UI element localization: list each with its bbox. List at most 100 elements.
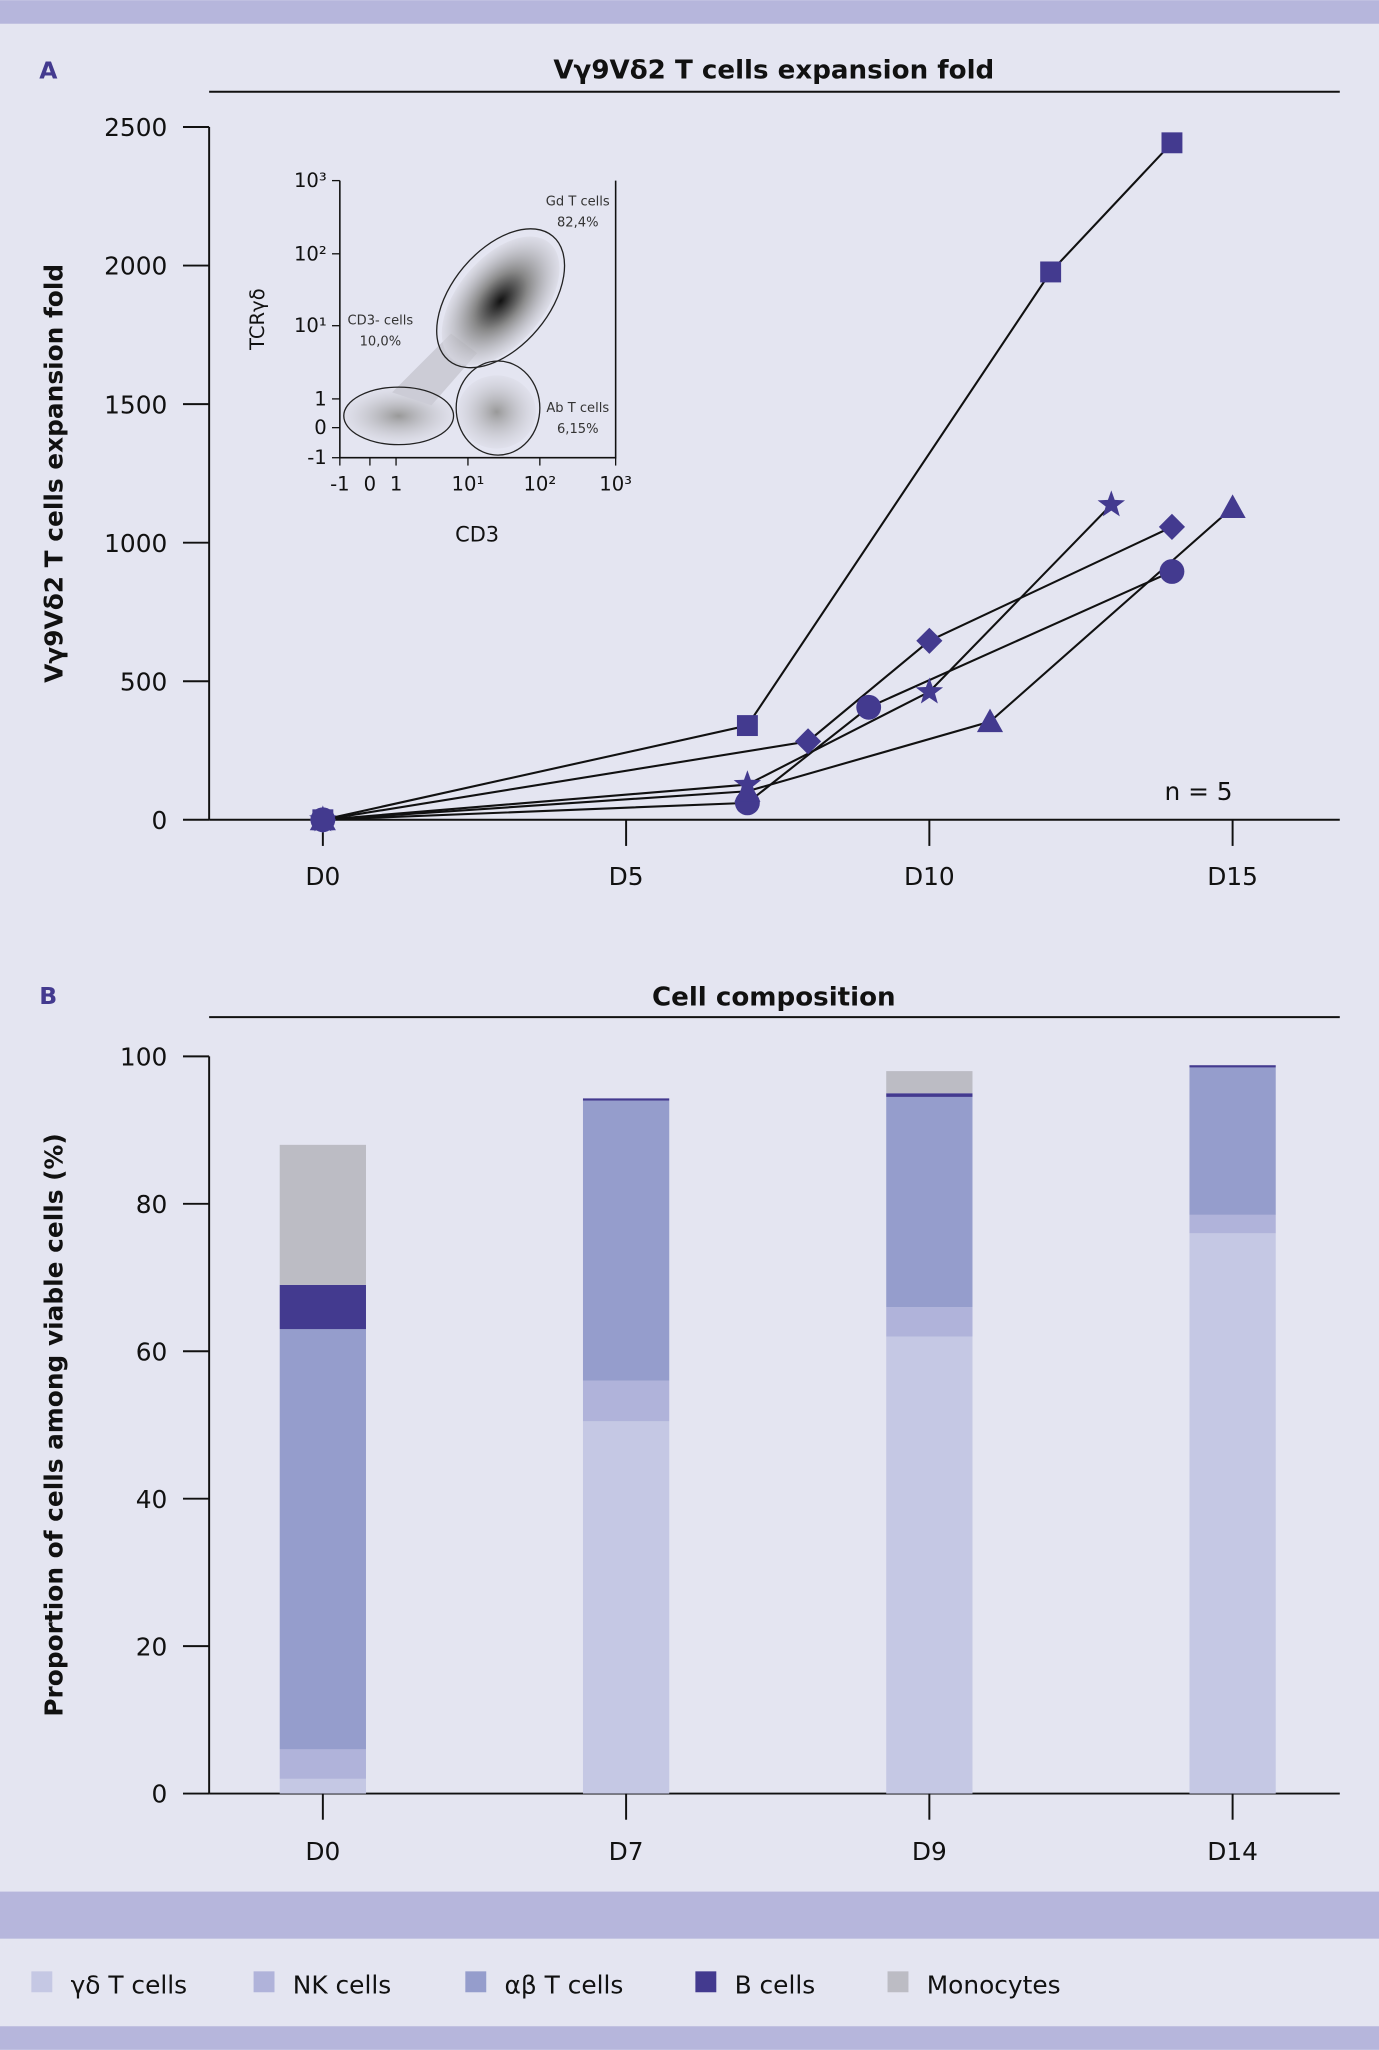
y-tick-label: 40	[136, 1485, 168, 1514]
bar-segment-nk	[279, 1749, 366, 1779]
data-point-star	[1097, 490, 1126, 517]
legend-label: γδ T cells	[71, 1971, 188, 2000]
legend-item: NK cells	[253, 1971, 391, 2000]
legend-label: Monocytes	[927, 1971, 1061, 2000]
inset-gate-gd-name: Gd T cells	[546, 194, 610, 209]
y-tick-label: 80	[136, 1190, 168, 1219]
gate-cd3-neg	[343, 386, 455, 446]
y-tick-label: 1000	[104, 529, 167, 558]
inset-x-tick-label: 1	[390, 472, 402, 495]
inset-x-tick-label: 10³	[599, 472, 632, 495]
panel-a-plot: 0 500 1000 1500 2000 2500 D0 D5 D10 D15 n = 5	[104, 113, 1340, 891]
panel-b-plot: 0 20 40 60 80 100 D0 D7 D9 D14	[120, 1043, 1340, 1866]
inset-x-tick-label: 10²	[523, 472, 556, 495]
x-tick-label: D0	[305, 862, 340, 891]
bar-segment-monocytes	[886, 1071, 973, 1094]
bar-segment-gd_t	[279, 1778, 366, 1794]
bar-segment-ab_t	[886, 1096, 973, 1308]
legend-label: B cells	[735, 1971, 816, 2000]
bar-segment-nk	[582, 1380, 670, 1422]
series-line-diamond	[322, 525, 1173, 821]
bottom-band	[0, 2026, 1379, 2050]
y-tick-label: 60	[136, 1337, 168, 1366]
y-tick-label: 500	[120, 667, 167, 696]
y-tick-label: 20	[136, 1632, 168, 1661]
legend-item: Monocytes	[887, 1971, 1061, 2000]
bar-segment-nk	[1189, 1214, 1276, 1234]
bar-segment-ab_t	[582, 1100, 670, 1381]
bar-segment-ab_t	[1189, 1067, 1276, 1215]
legend-label: NK cells	[293, 1971, 391, 2000]
panel-b-label: B	[39, 982, 57, 1010]
data-point-diamond	[794, 728, 822, 755]
panel-b-title: Cell composition	[652, 982, 896, 1012]
data-point-square	[736, 715, 758, 737]
data-point-circle	[1159, 559, 1185, 584]
x-tick-label: D7	[609, 1837, 644, 1866]
inset-y-tick-label: 0	[314, 416, 326, 439]
gate-gd-t	[436, 228, 566, 369]
x-tick-label: D0	[305, 1837, 340, 1866]
inset-y-tick-label: 10²	[294, 242, 327, 265]
y-tick-label: 1500	[104, 390, 167, 419]
inset-y-tick-label: 10¹	[294, 314, 327, 337]
legend-item: αβ T cells	[465, 1971, 623, 2000]
x-tick-label: D9	[912, 1837, 947, 1866]
inset-y-tick-label: 10³	[294, 169, 327, 192]
inset-x-tick-label: 10¹	[452, 472, 485, 495]
inset-axes	[339, 180, 617, 459]
data-point-star	[915, 677, 944, 704]
inset-ylabel: TCRγδ	[246, 288, 269, 351]
bar-segment-nk	[886, 1307, 973, 1337]
inset-gate-cd3-name: CD3- cells	[348, 313, 414, 328]
legend-top-band	[0, 1891, 1379, 1939]
bar-segment-gd_t	[886, 1336, 973, 1794]
bar-segment-gd_t	[1189, 1233, 1276, 1794]
bar-segment-b_cells	[582, 1098, 670, 1101]
legend-label: αβ T cells	[505, 1971, 624, 2000]
data-point-triangle	[1219, 494, 1246, 518]
data-point-triangle	[976, 708, 1004, 733]
inset-xlabel: CD3	[455, 522, 499, 546]
panel-a-label: A	[39, 57, 58, 85]
legend-swatch	[253, 1971, 275, 1993]
panel-a-ylabel: Vγ9Vδ2 T cells expansion fold	[40, 264, 69, 683]
y-tick-label: 100	[120, 1043, 167, 1072]
inset-gate-gd-percent: 82,4%	[557, 215, 599, 230]
inset-gate-ab-percent: 6,15%	[557, 422, 599, 437]
y-tick-label: 0	[152, 806, 168, 835]
legend-swatch	[31, 1971, 53, 1993]
bar-segment-gd_t	[582, 1421, 670, 1794]
series-line-circle	[322, 570, 1173, 821]
bar-segment-b_cells	[1189, 1065, 1276, 1068]
y-tick-label: 2500	[104, 113, 167, 142]
data-point-square	[1161, 132, 1183, 154]
data-point-diamond	[916, 627, 943, 654]
data-point-triangle	[734, 778, 761, 802]
legend-item: γδ T cells	[31, 1971, 187, 2000]
bar-segment-ab_t	[279, 1329, 366, 1750]
y-tick-label: 2000	[104, 252, 167, 281]
bar-segment-b_cells	[279, 1284, 366, 1330]
series-line-triangle	[322, 506, 1234, 821]
inset-x-tick-label: 0	[364, 472, 376, 495]
panel-a-title: Vγ9Vδ2 T cells expansion fold	[553, 56, 994, 86]
inset-y-tick-label: 1	[314, 387, 326, 410]
bar-segment-b_cells	[886, 1093, 973, 1097]
legend-swatch	[887, 1971, 909, 1993]
inset-x-tick-label: -1	[330, 472, 350, 495]
n-annotation: n = 5	[1164, 777, 1232, 806]
series-line-square	[322, 142, 1173, 821]
panel-b-ylabel: Proportion of cells among viable cells (…	[40, 1133, 69, 1716]
flow-cytometry-inset: Gd T cells 82,4% CD3- cells 10,0% Ab T c…	[246, 169, 632, 546]
data-point-circle	[856, 694, 882, 720]
legend-item: B cells	[695, 1971, 815, 2000]
data-point-triangle	[309, 806, 336, 831]
y-tick-label: 0	[152, 1780, 168, 1809]
series-line-star	[322, 503, 1113, 821]
x-tick-label: D10	[904, 862, 955, 891]
legend-swatch	[695, 1971, 717, 1993]
inset-gate-ab-name: Ab T cells	[546, 401, 609, 416]
legend: γδ T cells NK cells αβ T cells B cells Monoc…	[31, 1971, 1061, 2000]
inset-y-tick-label: -1	[307, 446, 327, 469]
